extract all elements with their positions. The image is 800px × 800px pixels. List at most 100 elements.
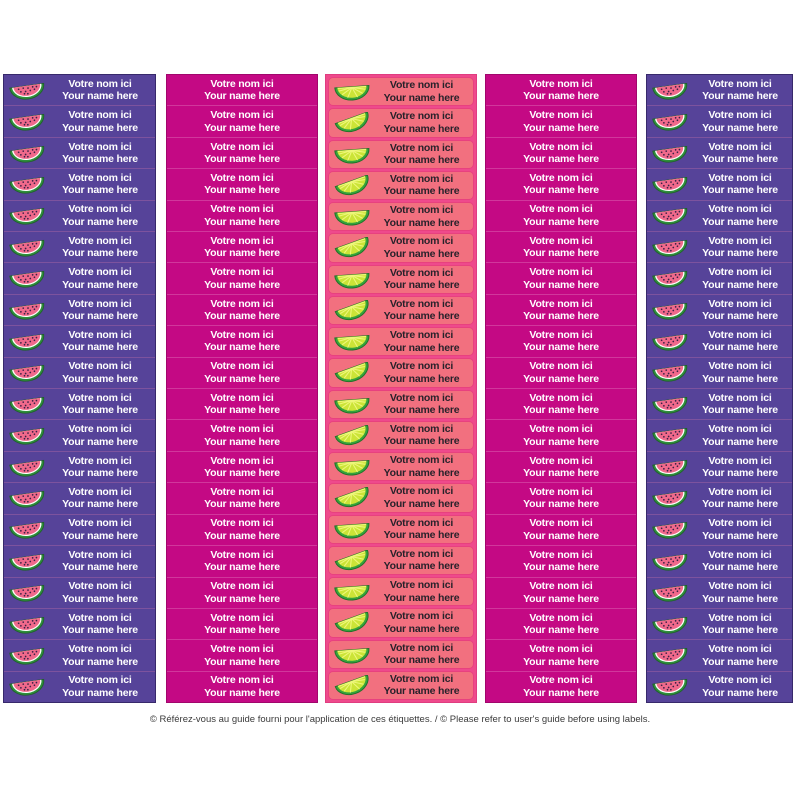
label-text: Votre nom ici Your name here <box>167 674 317 699</box>
label-text: Votre nom ici Your name here <box>693 172 792 197</box>
name-label: Votre nom ici Your name here <box>486 75 636 105</box>
name-label: Votre nom ici Your name here <box>167 168 317 199</box>
label-text: Votre nom ici Your name here <box>375 485 473 510</box>
name-label: Votre nom ici Your name here <box>167 293 317 325</box>
watermelon-icon <box>647 205 693 226</box>
label-text: Votre nom ici Your name here <box>167 423 317 448</box>
label-line-fr: Votre nom ici <box>529 391 593 404</box>
label-line-fr: Votre nom ici <box>210 517 274 530</box>
label-line-en: Your name here <box>62 90 138 103</box>
label-text: Votre nom ici Your name here <box>375 204 473 229</box>
label-line-en: Your name here <box>204 435 280 448</box>
label-text: Votre nom ici Your name here <box>167 517 317 542</box>
label-line-en: Your name here <box>62 310 138 323</box>
label-line-fr: Votre nom ici <box>210 297 274 310</box>
label-line-en: Your name here <box>204 498 280 511</box>
name-label: Votre nom ici Your name here <box>4 325 155 356</box>
name-label: Votre nom ici Your name here <box>647 199 792 231</box>
label-line-en: Your name here <box>383 622 460 635</box>
label-text: Votre nom ici Your name here <box>167 298 317 323</box>
name-label: Votre nom ici Your name here <box>486 482 636 513</box>
label-text: Votre nom ici Your name here <box>167 172 317 197</box>
name-label: Votre nom ici Your name here <box>4 356 155 388</box>
label-text: Votre nom ici Your name here <box>50 172 155 197</box>
name-label: Votre nom ici Your name here <box>4 168 155 199</box>
label-line-fr: Votre nom ici <box>68 454 132 467</box>
label-line-fr: Votre nom ici <box>210 391 274 404</box>
label-line-en: Your name here <box>702 624 778 637</box>
lime-icon <box>329 112 375 133</box>
label-line-fr: Votre nom ici <box>708 171 772 184</box>
label-line-fr: Votre nom ici <box>708 580 772 593</box>
label-line-fr: Votre nom ici <box>68 140 132 153</box>
label-line-fr: Votre nom ici <box>708 266 772 279</box>
usage-note: © Référez-vous au guide fourni pour l'ap… <box>149 714 651 725</box>
label-text: Votre nom ici Your name here <box>486 549 636 574</box>
label-line-en: Your name here <box>204 624 280 637</box>
watermelon-icon <box>647 143 693 164</box>
name-label: Votre nom ici Your name here <box>486 356 636 388</box>
lime-icon <box>329 174 375 196</box>
label-line-en: Your name here <box>204 592 280 605</box>
label-line-fr: Votre nom ici <box>389 266 454 279</box>
label-line-fr: Votre nom ici <box>389 579 454 592</box>
label-line-en: Your name here <box>523 310 599 323</box>
lime-icon <box>329 549 375 571</box>
label-text: Votre nom ici Your name here <box>50 612 155 637</box>
watermelon-icon <box>4 331 50 352</box>
label-line-fr: Votre nom ici <box>708 391 772 404</box>
label-line-fr: Votre nom ici <box>68 297 132 310</box>
label-line-en: Your name here <box>204 372 280 385</box>
watermelon-icon <box>647 237 693 258</box>
label-line-fr: Votre nom ici <box>529 171 593 184</box>
label-line-fr: Votre nom ici <box>210 611 274 624</box>
name-label: Votre nom ici Your name here <box>486 325 636 356</box>
label-text: Votre nom ici Your name here <box>693 141 792 166</box>
label-line-fr: Votre nom ici <box>68 548 132 561</box>
label-line-fr: Votre nom ici <box>389 297 454 310</box>
watermelon-icon <box>647 519 693 540</box>
label-line-fr: Votre nom ici <box>708 674 772 687</box>
label-line-fr: Votre nom ici <box>68 643 132 656</box>
watermelon-icon <box>4 488 50 509</box>
label-line-fr: Votre nom ici <box>389 110 454 123</box>
label-line-en: Your name here <box>62 153 138 166</box>
label-text: Votre nom ici Your name here <box>486 203 636 228</box>
watermelon-icon <box>4 237 50 258</box>
label-text: Votre nom ici Your name here <box>375 267 473 292</box>
label-line-en: Your name here <box>523 435 599 448</box>
name-label: Votre nom ici Your name here <box>4 262 155 293</box>
name-label: Votre nom ici Your name here <box>4 75 155 105</box>
label-line-en: Your name here <box>383 310 460 323</box>
name-label: Votre nom ici Your name here <box>647 325 792 356</box>
label-text: Votre nom ici Your name here <box>486 329 636 354</box>
label-text: Votre nom ici Your name here <box>486 455 636 480</box>
name-label: Votre nom ici Your name here <box>328 483 474 513</box>
watermelon-icon <box>647 425 693 446</box>
label-text: Votre nom ici Your name here <box>50 235 155 260</box>
name-label: Votre nom ici Your name here <box>486 105 636 136</box>
label-text: Votre nom ici Your name here <box>167 203 317 228</box>
name-label: Votre nom ici Your name here <box>328 170 474 200</box>
name-label: Votre nom ici Your name here <box>486 607 636 639</box>
label-line-fr: Votre nom ici <box>389 172 454 185</box>
label-line-en: Your name here <box>204 278 280 291</box>
watermelon-icon <box>4 519 50 540</box>
name-label: Votre nom ici Your name here <box>4 136 155 168</box>
label-line-en: Your name here <box>523 341 599 354</box>
name-label: Votre nom ici Your name here <box>4 576 155 608</box>
label-line-fr: Votre nom ici <box>210 360 274 373</box>
label-line-en: Your name here <box>204 90 280 103</box>
watermelon-icon <box>4 300 50 321</box>
label-text: Votre nom ici Your name here <box>167 329 317 354</box>
label-line-en: Your name here <box>383 685 460 698</box>
label-line-fr: Votre nom ici <box>529 674 593 687</box>
label-line-fr: Votre nom ici <box>708 297 772 310</box>
label-line-en: Your name here <box>383 435 460 448</box>
label-line-en: Your name here <box>383 654 460 667</box>
label-line-en: Your name here <box>62 184 138 197</box>
name-label: Votre nom ici Your name here <box>328 264 474 294</box>
label-line-en: Your name here <box>383 404 460 417</box>
label-line-en: Your name here <box>62 624 138 637</box>
label-line-en: Your name here <box>62 372 138 385</box>
